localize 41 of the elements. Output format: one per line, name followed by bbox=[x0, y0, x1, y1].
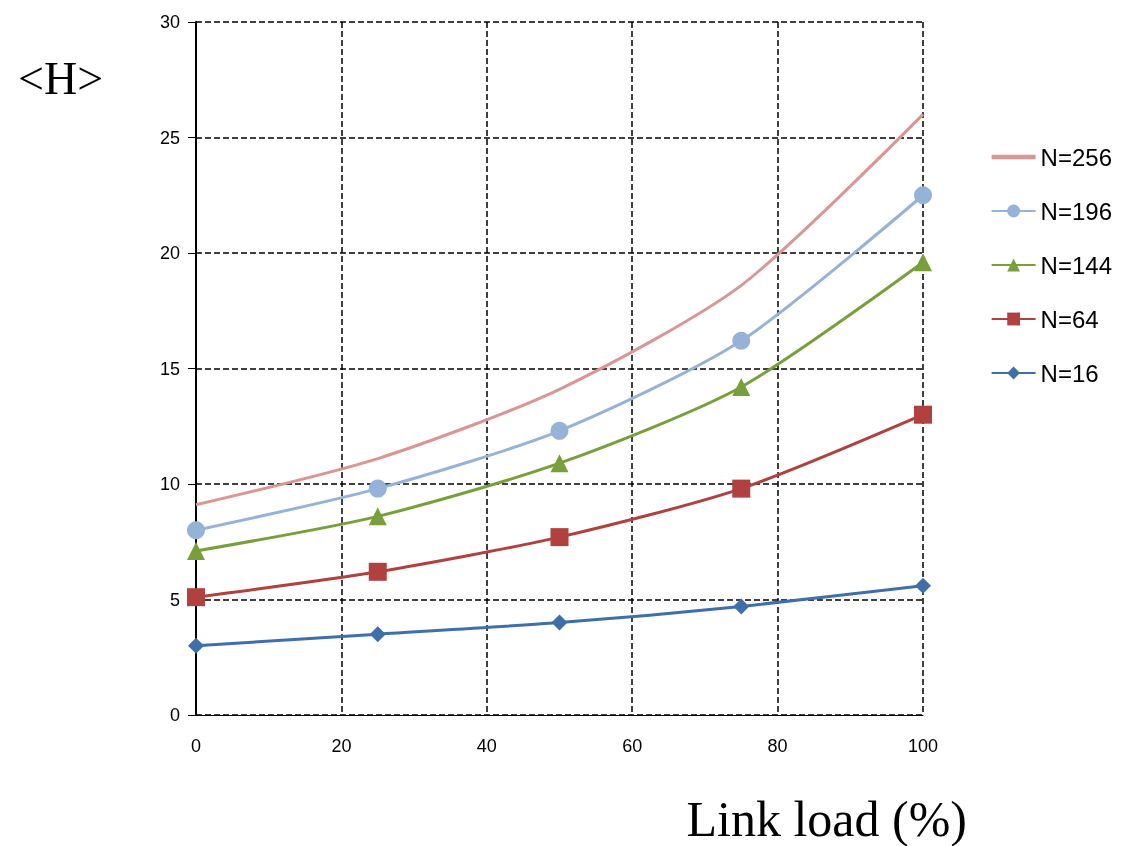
legend-label: N=144 bbox=[1040, 251, 1112, 279]
legend-label: N=196 bbox=[1040, 197, 1112, 225]
y-tick-label: 30 bbox=[159, 12, 180, 32]
legend-label: N=256 bbox=[1040, 143, 1112, 171]
x-tick-label: 20 bbox=[331, 736, 352, 756]
point bbox=[368, 479, 387, 498]
point bbox=[732, 331, 751, 350]
point bbox=[914, 186, 932, 205]
y-axis-title: <H> bbox=[18, 52, 104, 104]
x-tick-label: 40 bbox=[476, 736, 497, 756]
y-tick-label: 0 bbox=[169, 705, 180, 725]
point bbox=[915, 577, 931, 594]
y-tick-label: 15 bbox=[159, 358, 180, 379]
point bbox=[188, 637, 204, 654]
legend-label: N=64 bbox=[1040, 305, 1099, 333]
point bbox=[550, 421, 569, 440]
point bbox=[914, 253, 932, 272]
y-tick-label: 25 bbox=[159, 127, 180, 148]
y-tick-label: 10 bbox=[159, 474, 180, 494]
y-tick-label: 20 bbox=[159, 243, 180, 263]
point bbox=[733, 598, 750, 615]
point bbox=[914, 405, 932, 424]
point bbox=[551, 614, 568, 631]
x-tick-label: 100 bbox=[907, 736, 939, 756]
point bbox=[550, 528, 569, 547]
line-series bbox=[194, 112, 925, 507]
point bbox=[369, 626, 386, 643]
point bbox=[187, 521, 205, 540]
point bbox=[550, 454, 569, 473]
x-tick-label: 60 bbox=[622, 736, 643, 756]
point bbox=[187, 588, 205, 607]
point bbox=[732, 479, 751, 498]
y-tick-label: 5 bbox=[169, 589, 180, 610]
x-tick-label: 0 bbox=[190, 736, 202, 756]
x-axis-title: Link load (%) bbox=[686, 791, 967, 846]
legend-label: N=16 bbox=[1040, 359, 1099, 387]
point bbox=[368, 562, 387, 581]
point bbox=[732, 377, 751, 396]
point bbox=[368, 507, 387, 526]
x-tick-label: 80 bbox=[767, 736, 788, 756]
point bbox=[187, 541, 205, 560]
